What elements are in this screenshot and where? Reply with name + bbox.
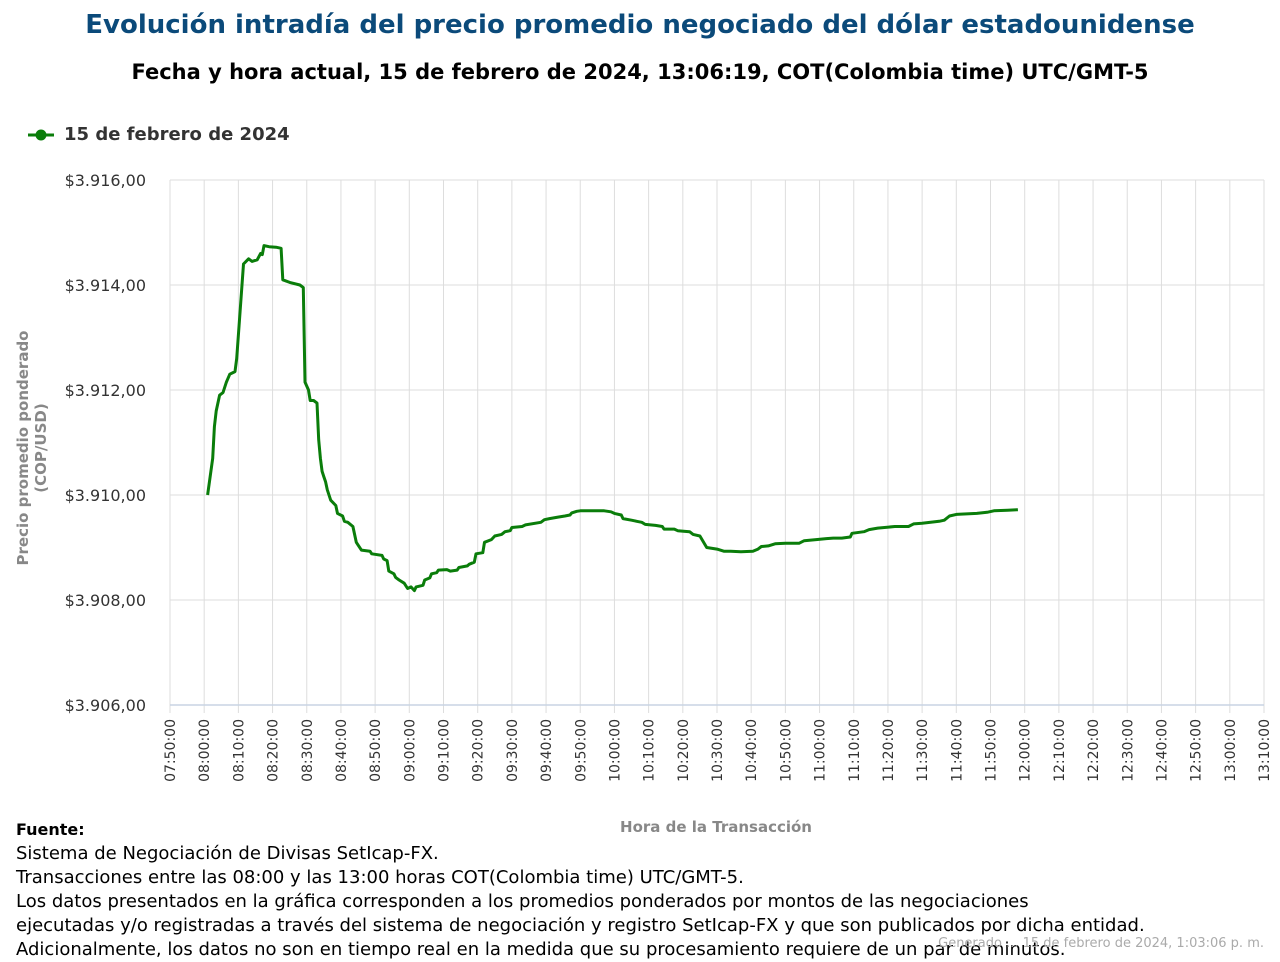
y-tick-label: $3.916,00	[65, 171, 146, 190]
y-tick-label: $3.908,00	[65, 591, 146, 610]
x-tick-label: 08:40:00	[334, 719, 350, 782]
x-tick-label: 10:20:00	[676, 719, 692, 782]
source-line: Transacciones entre las 08:00 y las 13:0…	[16, 867, 744, 888]
credit-text: Generado ... 15 de febrero de 2024, 1:03…	[938, 936, 1264, 951]
x-tick-label: 08:50:00	[368, 719, 384, 782]
source-line: Sistema de Negociación de Divisas SetIca…	[16, 843, 439, 864]
x-tick-label: 11:50:00	[984, 719, 1000, 782]
y-axis-label: Precio promedio ponderado (COP/USD)	[14, 330, 50, 566]
legend-label: 15 de febrero de 2024	[64, 124, 290, 145]
y-tick-label: $3.906,00	[65, 696, 146, 715]
y-tick-labels: $3.906,00 $3.908,00 $3.910,00 $3.912,00 $3.9…	[65, 171, 146, 715]
x-tick-label: 10:10:00	[642, 719, 658, 782]
source-line: Los datos presentados en la gráfica corr…	[16, 891, 1029, 912]
chart-subtitle: Fecha y hora actual, 15 de febrero de 20…	[131, 60, 1149, 84]
x-tick-label: 12:30:00	[1120, 719, 1136, 782]
x-tick-label: 10:30:00	[710, 719, 726, 782]
x-tick-label: 08:10:00	[231, 719, 247, 782]
source-line: ejecutadas y/o registradas a través del …	[16, 915, 1145, 936]
legend-marker-icon	[28, 129, 54, 140]
x-tick-label: 12:10:00	[1052, 719, 1068, 782]
x-tick-label: 11:30:00	[915, 719, 931, 782]
x-tick-label: 09:10:00	[437, 719, 453, 782]
x-tick-label: 07:50:00	[163, 719, 179, 782]
x-tick-label: 11:20:00	[881, 719, 897, 782]
x-tick-label: 12:40:00	[1154, 719, 1170, 782]
series-line-15-feb-2024[interactable]	[206, 244, 1018, 593]
y-tick-label: $3.914,00	[65, 276, 146, 295]
x-tick-label: 09:00:00	[402, 719, 418, 782]
x-tick-label: 09:30:00	[505, 719, 521, 782]
x-tick-label: 09:40:00	[539, 719, 555, 782]
source-heading: Fuente:	[16, 820, 85, 839]
x-tick-label: 11:10:00	[847, 719, 863, 782]
x-tick-label: 11:00:00	[813, 719, 829, 782]
y-tick-label: $3.912,00	[65, 381, 146, 400]
x-tick-label: 08:20:00	[266, 719, 282, 782]
legend[interactable]: 15 de febrero de 2024	[28, 124, 290, 145]
x-tick-label: 08:00:00	[197, 719, 213, 782]
x-tick-label: 13:00:00	[1223, 719, 1239, 782]
x-tick-label: 12:00:00	[1018, 719, 1034, 782]
x-tick-label: 10:40:00	[744, 719, 760, 782]
x-tick-label: 11:40:00	[949, 719, 965, 782]
source-note: Fuente: Sistema de Negociación de Divisa…	[16, 818, 1145, 962]
x-tick-label: 12:20:00	[1086, 719, 1102, 782]
horizontal-gridlines	[170, 179, 1264, 706]
vertical-gridlines	[169, 180, 1265, 713]
x-tick-label: 10:00:00	[607, 719, 623, 782]
x-tick-label: 13:10:00	[1257, 719, 1273, 782]
x-tick-label: 08:30:00	[300, 719, 316, 782]
y-tick-label: $3.910,00	[65, 486, 146, 505]
x-tick-label: 12:50:00	[1189, 719, 1205, 782]
x-tick-label: 09:20:00	[471, 719, 487, 782]
x-tick-labels: 07:50:00 08:00:00 08:10:00 08:20:00 08:30:00…	[163, 719, 1273, 782]
x-tick-label: 09:50:00	[573, 719, 589, 782]
x-axis-label: Hora de la Transacción	[620, 818, 812, 836]
chart-title: Evolución intradía del precio promedio n…	[85, 10, 1195, 40]
source-line: Adicionalmente, los datos no son en tiem…	[16, 939, 1066, 960]
x-tick-label: 10:50:00	[778, 719, 794, 782]
